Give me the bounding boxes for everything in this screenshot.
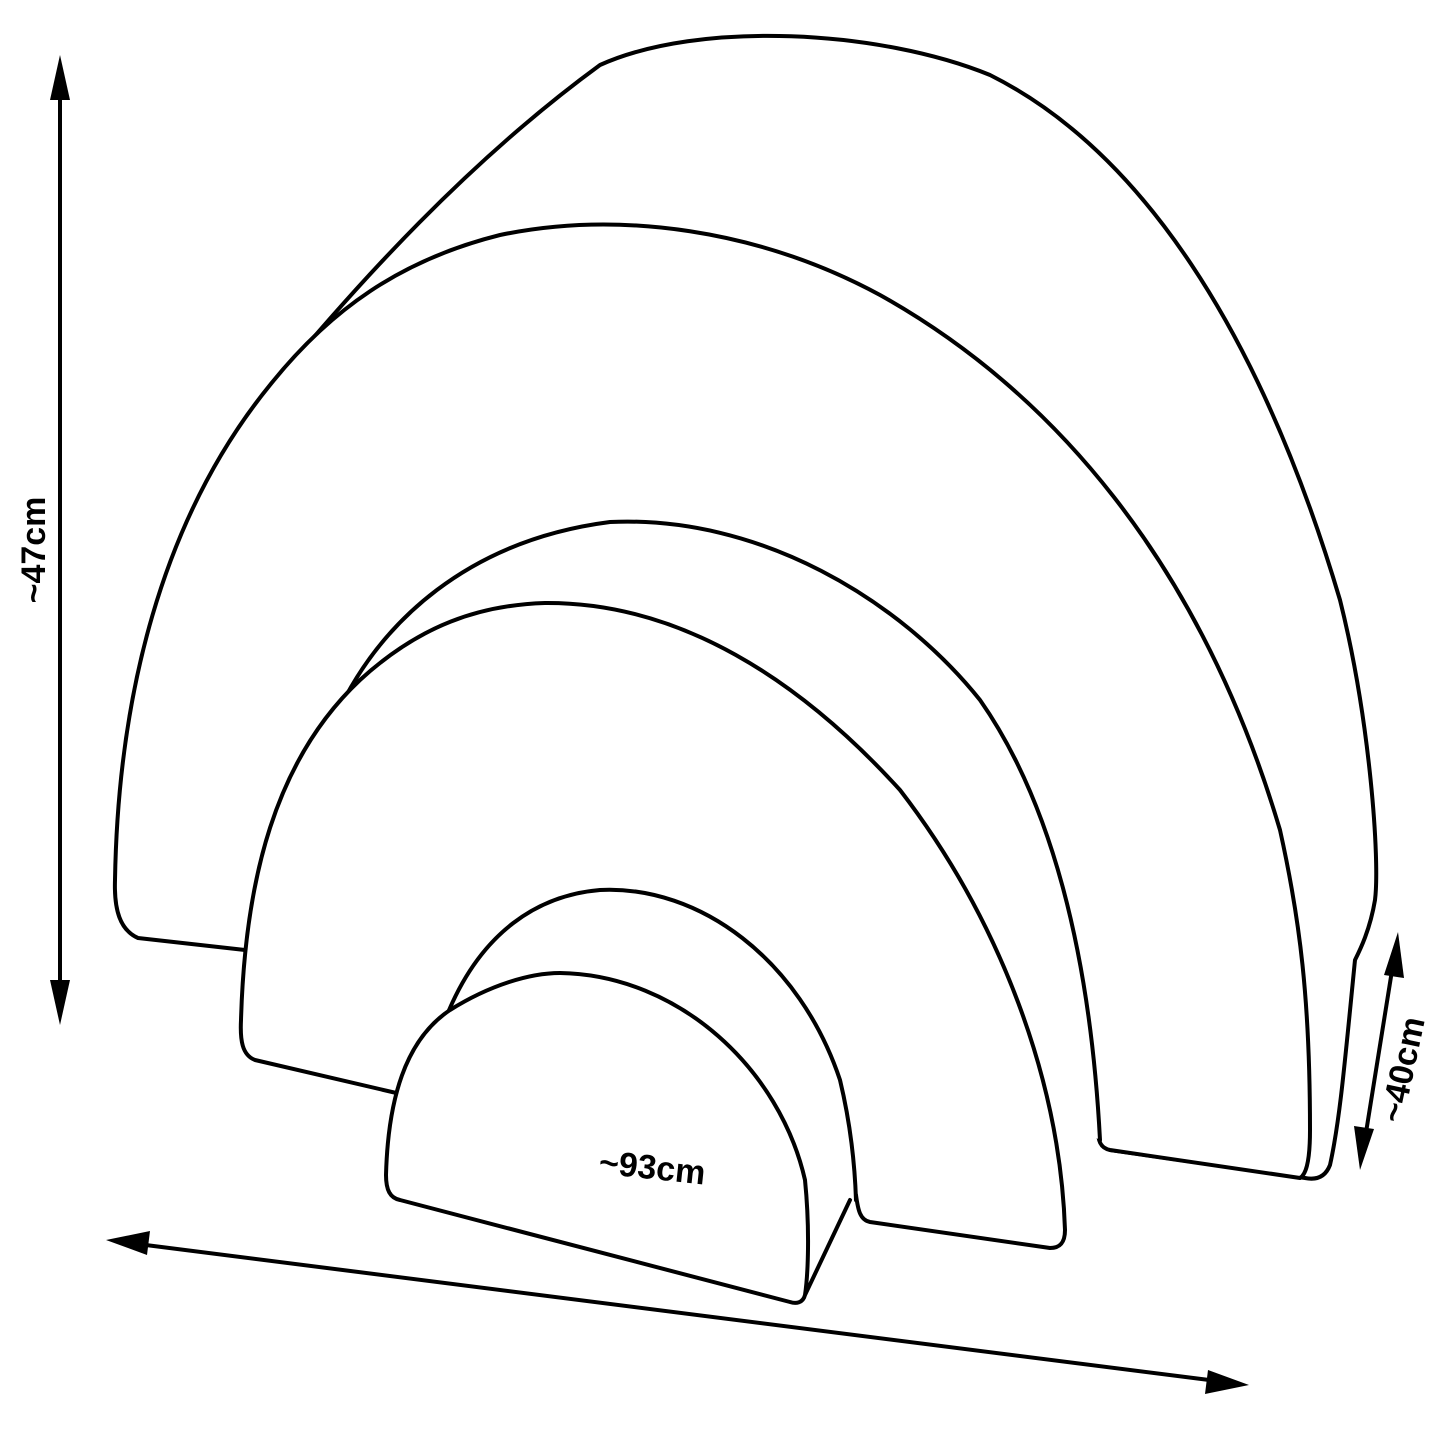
arrow-head	[50, 55, 70, 100]
arch-3-front	[384, 971, 852, 1305]
arrow-head	[1384, 932, 1404, 978]
arrow-head	[50, 980, 70, 1025]
arrow-head	[106, 1231, 150, 1255]
height-label: ~47cm	[15, 497, 53, 604]
depth-arrow	[1362, 957, 1396, 1146]
arrow-head	[1205, 1370, 1249, 1394]
arrow-head	[1354, 1126, 1374, 1170]
width-arrow	[129, 1241, 1226, 1384]
